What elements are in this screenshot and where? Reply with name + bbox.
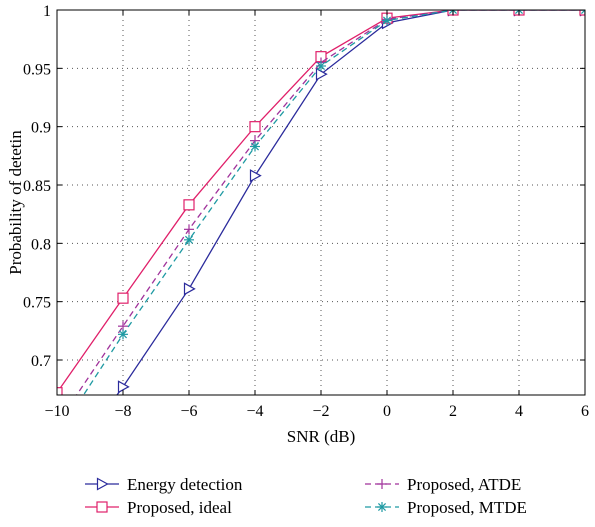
y-tick-label: 0.75 — [23, 295, 51, 312]
legend-item-proposed-atde: Proposed, ATDE — [365, 475, 521, 494]
x-tick-label: −10 — [44, 403, 69, 420]
data-point-energy-detection — [53, 471, 63, 482]
y-tick-label: 1 — [43, 3, 51, 20]
x-tick-label: −6 — [180, 403, 197, 420]
data-point-proposed-atde — [184, 224, 194, 235]
legend-label-energy-detection: Energy detection — [127, 475, 243, 494]
x-tick-label: −2 — [312, 403, 329, 420]
legend-marker-proposed-atde — [377, 479, 387, 489]
data-point-proposed-atde — [52, 419, 62, 429]
data-point-proposed-mtde — [52, 431, 62, 441]
legend-marker-proposed-mtde — [377, 502, 387, 512]
x-tick-label: −8 — [114, 403, 131, 420]
legend: Energy detection Proposed, ideal Proposed,… — [85, 475, 527, 517]
y-tick-label: 0.85 — [23, 178, 51, 195]
data-point-proposed-ideal — [57, 387, 63, 395]
data-point-proposed-mtde — [580, 10, 585, 15]
legend-marker-energy-detection — [96, 477, 109, 491]
legend-item-proposed-ideal: Proposed, ideal — [85, 498, 232, 517]
series-layer — [52, 10, 585, 482]
data-point-energy-detection — [183, 282, 196, 296]
data-point-energy-detection — [249, 169, 262, 183]
y-tick-label: 0.95 — [23, 61, 51, 78]
data-point-proposed-ideal — [117, 292, 129, 304]
data-point-proposed-mtde — [382, 15, 392, 26]
y-tick-label: 0.8 — [31, 236, 51, 253]
data-point-proposed-mtde — [250, 141, 260, 152]
legend-label-proposed-mtde: Proposed, MTDE — [407, 498, 527, 517]
y-axis-title: Probability of detetin — [6, 130, 25, 275]
data-point-proposed-mtde — [184, 234, 194, 245]
legend-item-proposed-mtde: Proposed, MTDE — [365, 498, 527, 517]
legend-item-energy-detection: Energy detection — [85, 475, 243, 494]
data-point-proposed-ideal — [249, 121, 261, 133]
x-tick-label: 2 — [449, 403, 457, 420]
data-point-energy-detection — [117, 380, 130, 394]
x-tick-label: 0 — [383, 403, 391, 420]
x-axis-title: SNR (dB) — [287, 427, 355, 446]
y-tick-label: 0.7 — [31, 353, 51, 370]
grid-lines — [57, 10, 585, 395]
data-point-energy-detection — [315, 67, 328, 81]
x-tick-label: −4 — [246, 403, 263, 420]
x-tick-label: 4 — [515, 403, 523, 420]
data-point-proposed-mtde — [316, 61, 326, 71]
legend-label-proposed-atde: Proposed, ATDE — [407, 475, 521, 494]
y-tick-label: 0.9 — [31, 120, 51, 137]
data-point-proposed-mtde — [118, 329, 128, 340]
x-tick-label: 6 — [581, 403, 589, 420]
legend-marker-proposed-ideal — [96, 501, 108, 513]
data-point-proposed-ideal — [183, 199, 195, 211]
legend-label-proposed-ideal: Proposed, ideal — [127, 498, 232, 517]
axis-ticks: −10 −8 −6 −4 −2 0 2 4 6 0.7 0.75 0.8 0.85 0.9 0.95 1 — [23, 3, 589, 420]
